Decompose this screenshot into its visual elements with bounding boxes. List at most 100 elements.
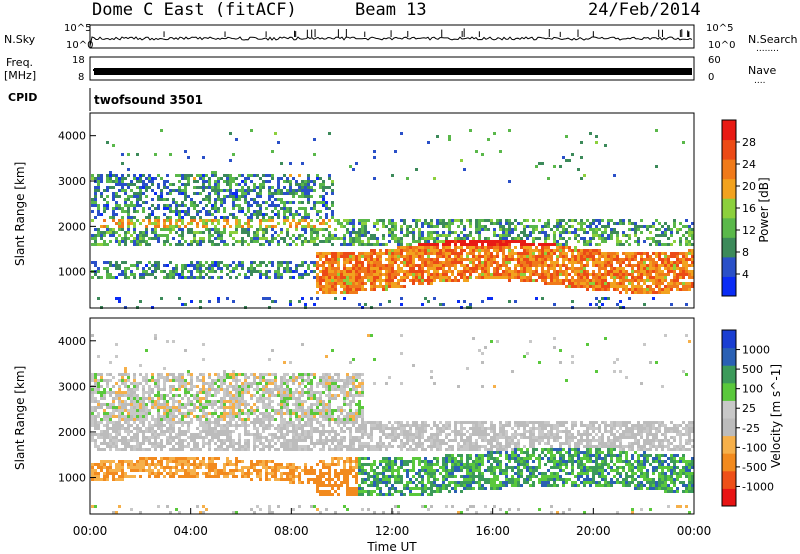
heatmap-cell <box>106 261 109 264</box>
heatmap-cell <box>298 189 301 192</box>
heatmap-cell <box>538 237 541 240</box>
heatmap-cell <box>523 261 526 264</box>
heatmap-cell <box>97 403 100 406</box>
heatmap-cell <box>262 400 265 403</box>
heatmap-cell <box>415 246 418 249</box>
heatmap-cell <box>184 267 187 270</box>
heatmap-cell <box>190 198 193 201</box>
heatmap-cell <box>619 264 622 267</box>
heatmap-cell <box>646 279 649 282</box>
heatmap-cell <box>103 189 106 192</box>
heatmap-cell <box>469 243 472 246</box>
heatmap-cell <box>616 255 619 258</box>
heatmap-cell <box>223 466 226 469</box>
heatmap-cell <box>301 219 304 222</box>
heatmap-cell <box>178 385 181 388</box>
heatmap-cell <box>163 415 166 418</box>
heatmap-cell <box>622 234 625 237</box>
heatmap-cell <box>343 273 346 276</box>
heatmap-cell <box>184 385 187 388</box>
heatmap-cell <box>676 228 679 231</box>
heatmap-cell <box>592 258 595 261</box>
heatmap-cell <box>157 216 160 219</box>
heatmap-cell <box>370 288 373 291</box>
heatmap-cell <box>526 237 529 240</box>
heatmap-cell <box>133 436 136 439</box>
heatmap-cell <box>199 406 202 409</box>
heatmap-cell <box>247 210 250 213</box>
heatmap-cell <box>163 240 166 243</box>
heatmap-cell <box>172 445 175 448</box>
heatmap-cell <box>691 285 694 288</box>
heatmap-cell <box>580 252 583 255</box>
heatmap-cell <box>541 243 544 246</box>
heatmap-cell <box>208 388 211 391</box>
heatmap-cell <box>199 264 202 267</box>
heatmap-cell <box>658 288 661 291</box>
heatmap-cell <box>100 406 103 409</box>
heatmap-cell <box>382 219 385 222</box>
heatmap-cell <box>304 219 307 222</box>
heatmap-cell <box>484 264 487 267</box>
heatmap-cell <box>322 198 325 201</box>
heatmap-cell <box>601 282 604 285</box>
heatmap-cell <box>253 198 256 201</box>
heatmap-cell <box>508 225 511 228</box>
heatmap-cell <box>670 264 673 267</box>
heatmap-cell <box>589 132 592 135</box>
heatmap-cell <box>184 349 187 352</box>
heatmap-cell <box>172 448 175 451</box>
heatmap-cell <box>448 240 451 243</box>
heatmap-cell <box>199 511 202 514</box>
heatmap-cell <box>217 379 220 382</box>
y-tick-label: 3000 <box>58 175 86 188</box>
heatmap-cell <box>649 276 652 279</box>
heatmap-cell <box>205 174 208 177</box>
heatmap-cell <box>337 237 340 240</box>
heatmap-cell <box>460 159 463 162</box>
heatmap-cell <box>418 258 421 261</box>
heatmap-cell <box>631 273 634 276</box>
heatmap-cell <box>559 255 562 258</box>
heatmap-cell <box>331 258 334 261</box>
heatmap-cell <box>244 180 247 183</box>
heatmap-cell <box>580 258 583 261</box>
heatmap-cell <box>619 282 622 285</box>
heatmap-cell <box>274 237 277 240</box>
heatmap-cell <box>640 252 643 255</box>
heatmap-cell <box>454 261 457 264</box>
heatmap-cell <box>268 427 271 430</box>
heatmap-cell <box>169 415 172 418</box>
heatmap-cell <box>94 382 97 385</box>
heatmap-cell <box>208 439 211 442</box>
heatmap-cell <box>325 288 328 291</box>
heatmap-cell <box>331 255 334 258</box>
heatmap-cell <box>265 276 268 279</box>
heatmap-cell <box>238 433 241 436</box>
heatmap-cell <box>187 460 190 463</box>
heatmap-cell <box>445 249 448 252</box>
heatmap-cell <box>691 270 694 273</box>
heatmap-cell <box>166 427 169 430</box>
heatmap-cell <box>94 376 97 379</box>
heatmap-cell <box>565 222 568 225</box>
heatmap-cell <box>145 439 148 442</box>
heatmap-cell <box>103 394 106 397</box>
heatmap-cell <box>211 475 214 478</box>
heatmap-cell <box>145 403 148 406</box>
heatmap-cell <box>256 469 259 472</box>
heatmap-cell <box>394 225 397 228</box>
heatmap-cell <box>259 412 262 415</box>
heatmap-cell <box>229 418 232 421</box>
heatmap-cell <box>643 240 646 243</box>
heatmap-cell <box>178 418 181 421</box>
heatmap-cell <box>511 222 514 225</box>
heatmap-cell <box>154 406 157 409</box>
heatmap-cell <box>550 249 553 252</box>
heatmap-cell <box>202 430 205 433</box>
heatmap-cell <box>175 174 178 177</box>
heatmap-cell <box>430 234 433 237</box>
heatmap-cell <box>331 276 334 279</box>
heatmap-cell <box>166 340 169 343</box>
heatmap-cell <box>490 276 493 279</box>
